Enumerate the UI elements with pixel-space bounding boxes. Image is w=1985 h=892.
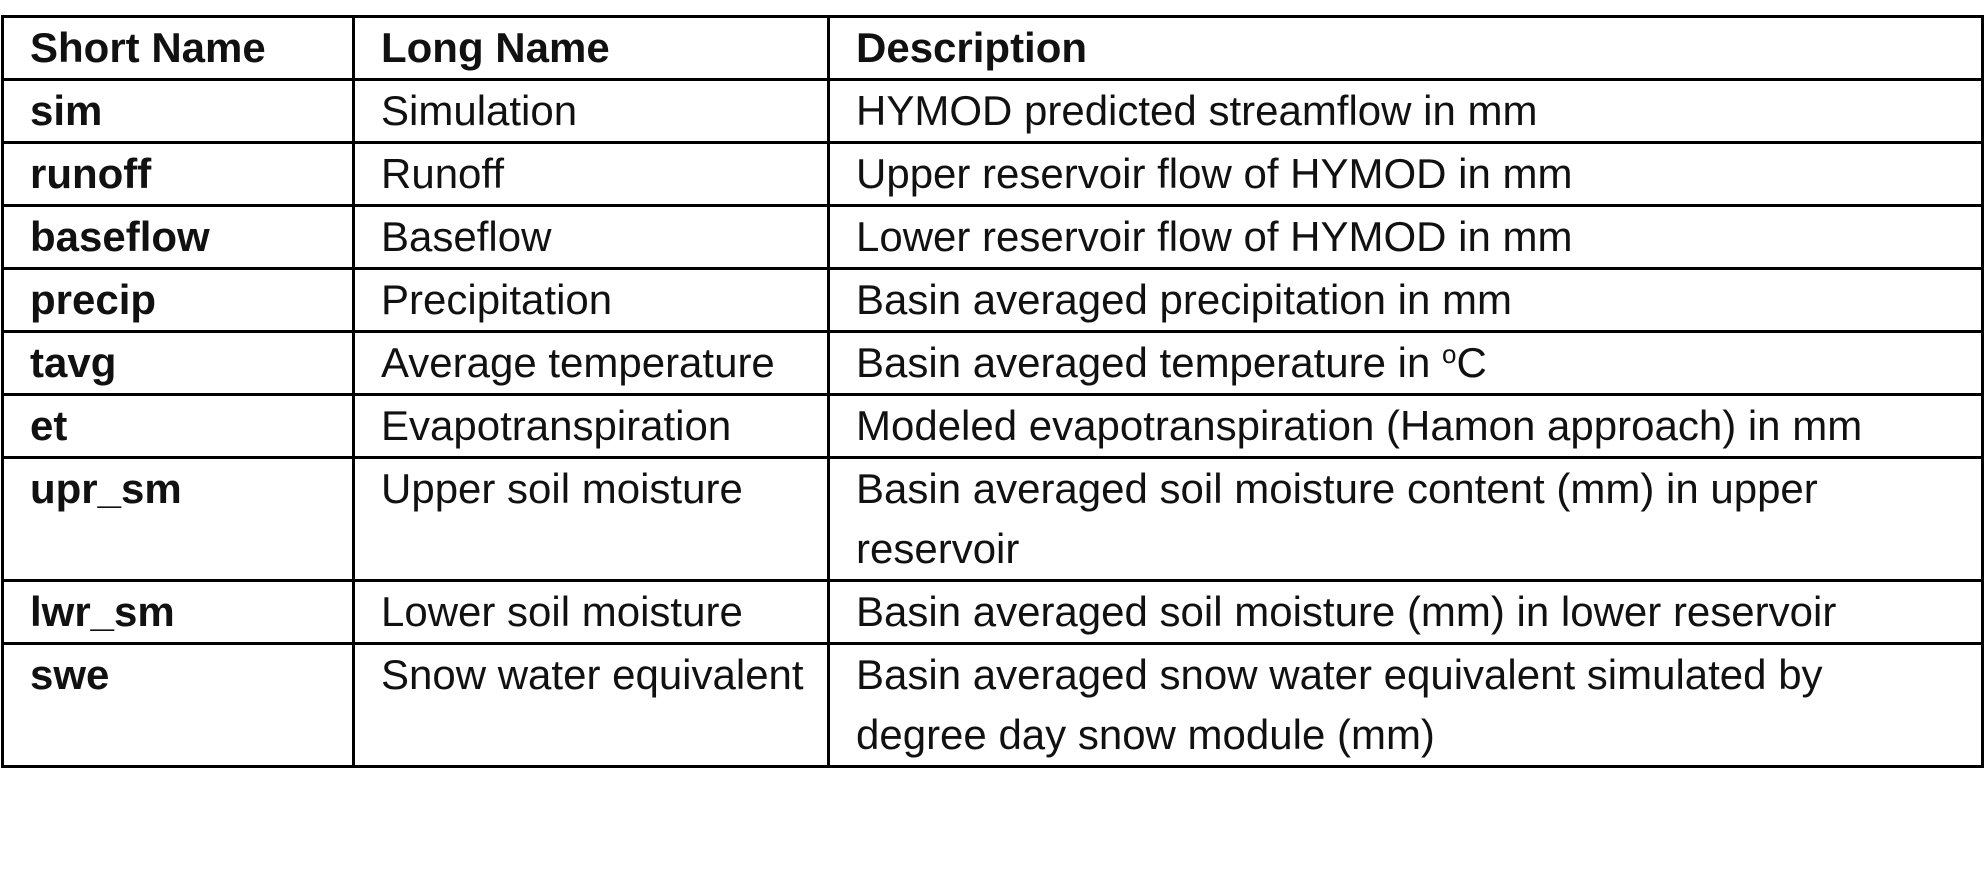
long-name-cell: Precipitation [352, 267, 830, 333]
degree-superscript: o [1442, 339, 1457, 369]
short-name-cell: upr_sm [1, 456, 355, 582]
table-row: et Evapotranspiration Modeled evapotrans… [1, 393, 1984, 459]
short-name-cell: sim [1, 78, 355, 144]
short-name-cell: tavg [1, 330, 355, 396]
description-text: Basin averaged temperature in [856, 339, 1443, 386]
long-name-cell: Average temperature [352, 330, 830, 396]
header-short-name: Short Name [1, 15, 355, 81]
table-row: swe Snow water equivalent Basin averaged… [1, 642, 1984, 768]
variables-table-container: Short Name Long Name Description sim Sim… [1, 15, 1984, 768]
table-row: precip Precipitation Basin averaged prec… [1, 267, 1984, 333]
short-name-cell: swe [1, 642, 355, 768]
description-unit: C [1456, 339, 1487, 386]
short-name-cell: runoff [1, 141, 355, 207]
table-row: tavg Average temperature Basin averaged … [1, 330, 1984, 396]
short-name-cell: et [1, 393, 355, 459]
table-row: baseflow Baseflow Lower reservoir flow o… [1, 204, 1984, 270]
long-name-cell: Evapotranspiration [352, 393, 830, 459]
description-cell: HYMOD predicted streamflow in mm [827, 78, 1984, 144]
table-row: sim Simulation HYMOD predicted streamflo… [1, 78, 1984, 144]
header-description: Description [827, 15, 1984, 81]
long-name-cell: Baseflow [352, 204, 830, 270]
description-cell: Basin averaged soil moisture (mm) in low… [827, 579, 1984, 645]
variables-table: Short Name Long Name Description sim Sim… [1, 15, 1984, 768]
short-name-cell: baseflow [1, 204, 355, 270]
short-name-cell: precip [1, 267, 355, 333]
long-name-cell: Simulation [352, 78, 830, 144]
header-long-name: Long Name [352, 15, 830, 81]
table-header-row: Short Name Long Name Description [1, 15, 1984, 81]
description-cell: Basin averaged snow water equivalent sim… [827, 642, 1984, 768]
long-name-cell: Upper soil moisture [352, 456, 830, 582]
table-row: upr_sm Upper soil moisture Basin average… [1, 456, 1984, 582]
long-name-cell: Snow water equivalent [352, 642, 830, 768]
short-name-cell: lwr_sm [1, 579, 355, 645]
description-cell: Upper reservoir flow of HYMOD in mm [827, 141, 1984, 207]
table-row: runoff Runoff Upper reservoir flow of HY… [1, 141, 1984, 207]
description-cell: Modeled evapotranspiration (Hamon approa… [827, 393, 1984, 459]
description-cell: Basin averaged soil moisture content (mm… [827, 456, 1984, 582]
description-cell: Basin averaged precipitation in mm [827, 267, 1984, 333]
long-name-cell: Lower soil moisture [352, 579, 830, 645]
description-cell: Basin averaged temperature in oC [827, 330, 1984, 396]
description-cell: Lower reservoir flow of HYMOD in mm [827, 204, 1984, 270]
long-name-cell: Runoff [352, 141, 830, 207]
table-row: lwr_sm Lower soil moisture Basin average… [1, 579, 1984, 645]
